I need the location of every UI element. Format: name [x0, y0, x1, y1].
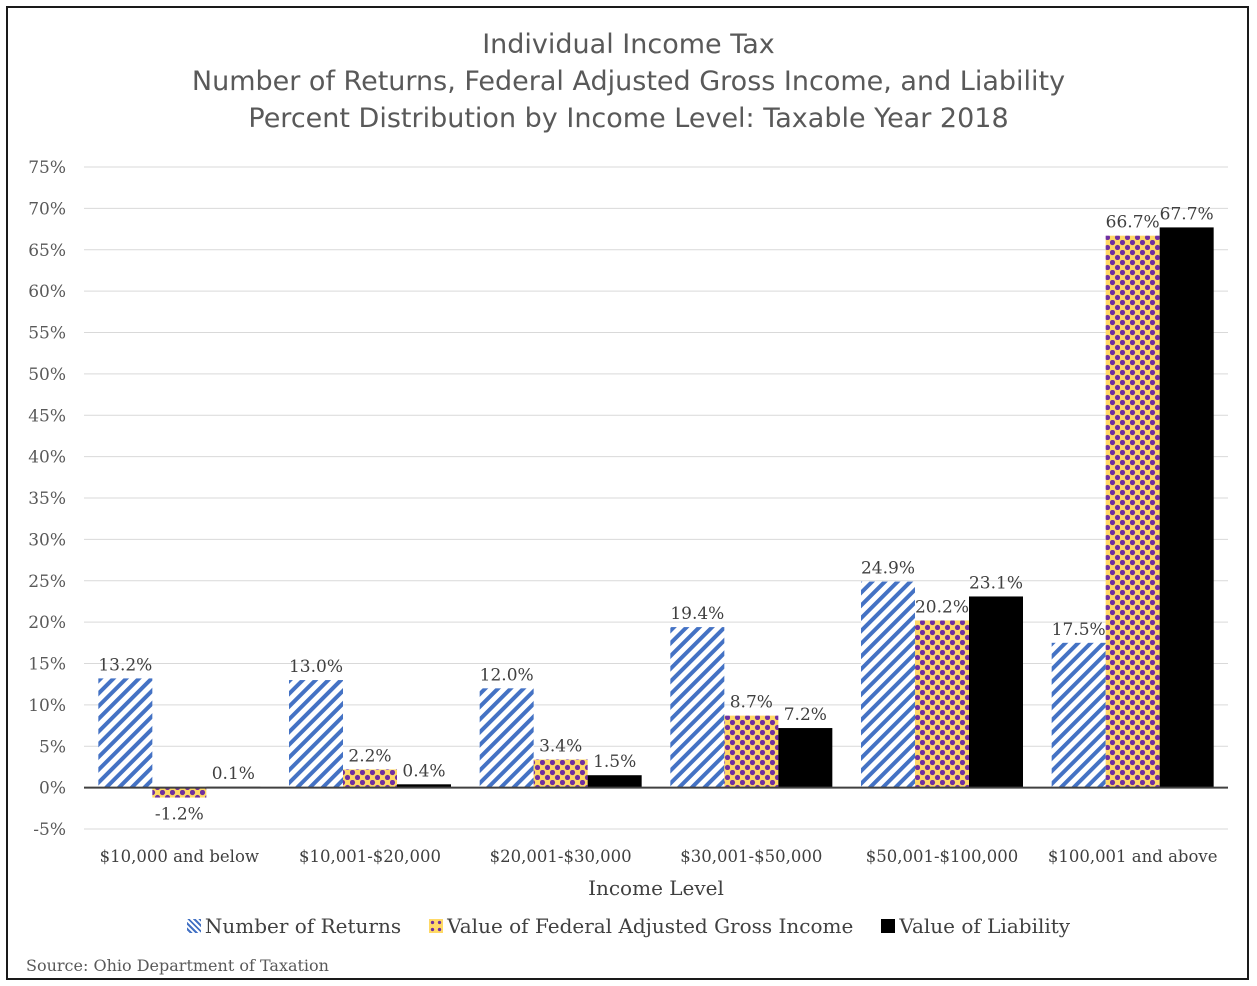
y-tick-label: 10% — [28, 696, 66, 716]
bar-value-of-agi — [915, 620, 969, 788]
data-label: 17.5% — [1052, 620, 1106, 640]
legend: Number of Returns Value of Federal Adjus… — [0, 914, 1257, 938]
bar-number-of-returns — [861, 581, 915, 788]
bar-value-of-agi — [724, 715, 779, 788]
bar-value-of-liability — [969, 596, 1023, 788]
y-tick-label: 45% — [28, 406, 66, 426]
x-tick-label: $50,001-$100,000 — [866, 847, 1019, 866]
data-label: 0.1% — [212, 764, 255, 784]
data-label: 20.2% — [915, 597, 969, 617]
x-tick-label: $10,000 and below — [100, 847, 259, 866]
data-label: 0.4% — [402, 761, 445, 781]
data-label: 8.7% — [730, 693, 773, 713]
data-label: 3.4% — [539, 736, 582, 756]
y-tick-label: 70% — [28, 199, 66, 219]
source-note: Source: Ohio Department of Taxation — [26, 956, 329, 975]
data-label: 2.2% — [348, 746, 391, 766]
y-tick-label: 25% — [28, 572, 66, 592]
y-tick-label: 20% — [28, 613, 66, 633]
legend-label-returns: Number of Returns — [204, 914, 402, 938]
y-tick-label: 55% — [28, 324, 66, 344]
legend-label-liability: Value of Liability — [899, 914, 1071, 938]
y-tick-label: 75% — [28, 158, 66, 178]
bar-value-of-liability — [778, 728, 833, 788]
y-tick-label: 40% — [28, 448, 66, 468]
bar-number-of-returns — [98, 678, 153, 788]
y-tick-label: 50% — [28, 365, 66, 385]
bar-number-of-returns — [289, 680, 343, 788]
chart-frame — [6, 6, 1249, 980]
x-tick-label: $100,001 and above — [1048, 847, 1218, 866]
y-tick-label: 0% — [39, 779, 66, 799]
x-tick-label: $10,001-$20,000 — [299, 847, 441, 866]
y-tick-label: 5% — [39, 737, 66, 757]
y-tick-label: 15% — [28, 655, 66, 675]
legend-swatch-agi — [429, 919, 444, 933]
bar-value-of-liability — [1159, 227, 1214, 788]
bar-value-of-liability — [397, 784, 451, 788]
legend-item-agi: Value of Federal Adjusted Gross Income — [429, 914, 853, 938]
data-label: 23.1% — [969, 573, 1023, 593]
title-line-2: Number of Returns, Federal Adjusted Gros… — [191, 66, 1066, 97]
legend-swatch-liability — [881, 919, 896, 933]
data-label: 1.5% — [593, 752, 636, 772]
legend-item-liability: Value of Liability — [881, 914, 1070, 938]
data-label: 13.2% — [98, 655, 152, 675]
bar-value-of-liability — [587, 775, 642, 788]
title-line-3: Percent Distribution by Income Level: Ta… — [248, 103, 1009, 134]
data-label: 13.0% — [289, 657, 343, 677]
bar-value-of-agi — [533, 759, 588, 788]
data-label: 24.9% — [861, 559, 915, 579]
data-label: 7.2% — [784, 705, 827, 725]
bar-number-of-returns — [1051, 642, 1106, 788]
x-tick-label: $30,001-$50,000 — [680, 847, 822, 866]
legend-label-agi: Value of Federal Adjusted Gross Income — [447, 914, 854, 938]
y-tick-label: 60% — [28, 282, 66, 302]
bar-value-of-agi — [152, 787, 207, 798]
bar-number-of-returns — [479, 688, 534, 788]
legend-item-returns: Number of Returns — [186, 914, 402, 938]
data-label: 19.4% — [670, 604, 724, 624]
bar-value-of-agi — [343, 769, 397, 788]
y-tick-label: -5% — [33, 820, 66, 840]
data-label: 12.0% — [480, 665, 534, 685]
title-line-1: Individual Income Tax — [482, 29, 775, 60]
legend-swatch-returns — [186, 919, 201, 933]
y-tick-label: 30% — [28, 530, 66, 550]
chart-title: Individual Income Tax Number of Returns,… — [0, 26, 1257, 137]
y-tick-label: 35% — [28, 489, 66, 509]
data-label: -1.2% — [155, 805, 204, 825]
bar-value-of-agi — [1105, 235, 1160, 788]
data-label: 66.7% — [1106, 213, 1160, 233]
x-tick-label: $20,001-$30,000 — [490, 847, 632, 866]
bar-number-of-returns — [670, 627, 725, 788]
x-axis-label: Income Level — [588, 876, 724, 900]
data-label: 67.7% — [1160, 204, 1214, 224]
y-tick-label: 65% — [28, 241, 66, 261]
